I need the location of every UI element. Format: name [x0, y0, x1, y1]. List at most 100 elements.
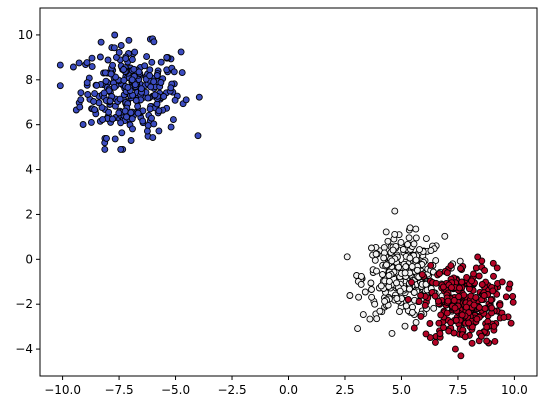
scatter-point-series-2 [357, 280, 365, 288]
scatter-point-series-3 [451, 304, 459, 312]
x-tick-label: 7.5 [448, 383, 467, 397]
scatter-point-series-1 [69, 63, 77, 71]
scatter-point-series-2 [343, 253, 351, 261]
scatter-point-series-2 [404, 240, 412, 248]
scatter-point-series-2 [376, 307, 384, 315]
scatter-point-series-1 [117, 42, 125, 49]
scatter-point-series-1 [141, 62, 149, 70]
scatter-point-series-2 [355, 293, 363, 301]
scatter-point-series-3 [507, 319, 515, 327]
scatter-point-series-1 [120, 66, 128, 73]
scatter-point-series-3 [472, 294, 480, 301]
scatter-point-series-1 [130, 65, 138, 73]
scatter-point-series-2 [401, 322, 409, 330]
scatter-point-series-2 [397, 238, 405, 246]
scatter-point-series-3 [434, 297, 442, 305]
scatter-point-series-2 [402, 302, 410, 310]
scatter-point-series-1 [146, 105, 154, 113]
y-tick-label: 0 [25, 252, 33, 266]
scatter-point-series-1 [155, 127, 163, 135]
scatter-point-series-1 [83, 59, 91, 67]
scatter-point-series-1 [167, 84, 175, 92]
scatter-point-series-3 [408, 278, 415, 286]
scatter-point-series-2 [380, 254, 388, 262]
scatter-point-series-3 [483, 323, 491, 331]
scatter-point-series-2 [361, 288, 369, 296]
scatter-point-series-3 [487, 296, 495, 304]
scatter-point-series-3 [458, 278, 466, 286]
scatter-point-series-1 [132, 97, 140, 104]
scatter-point-series-2 [391, 230, 399, 238]
scatter-point-series-3 [415, 298, 423, 305]
scatter-point-series-3 [490, 322, 498, 330]
scatter-point-series-2 [441, 232, 449, 240]
scatter-point-series-3 [431, 338, 439, 346]
scatter-point-series-2 [377, 282, 385, 290]
scatter-point-series-1 [177, 48, 185, 56]
scatter-point-series-3 [432, 279, 440, 287]
scatter-point-series-1 [76, 103, 84, 111]
scatter-point-series-3 [500, 313, 508, 321]
scatter-point-series-3 [491, 337, 499, 345]
scatter-point-series-1 [91, 90, 99, 98]
scatter-point-series-2 [383, 261, 390, 269]
scatter-point-series-1 [98, 104, 106, 112]
scatter-point-series-1 [121, 107, 129, 115]
scatter-point-series-1 [102, 77, 110, 85]
scatter-point-series-1 [148, 114, 155, 122]
scatter-point-series-1 [170, 68, 178, 76]
scatter-point-series-3 [427, 261, 435, 269]
scatter-point-series-3 [426, 334, 434, 342]
scatter-point-series-1 [169, 116, 177, 124]
scatter-point-series-1 [150, 120, 158, 128]
scatter-point-series-3 [418, 271, 426, 279]
scatter-point-series-1 [147, 83, 155, 91]
scatter-point-series-3 [478, 257, 486, 265]
scatter-point-series-1 [144, 122, 152, 130]
y-tick-label: 4 [25, 163, 33, 177]
scatter-point-series-2 [388, 257, 396, 265]
scatter-point-series-2 [373, 315, 381, 323]
scatter-point-series-3 [431, 292, 439, 300]
x-tick-label: −10.0 [44, 383, 81, 397]
scatter-point-series-3 [463, 273, 471, 281]
scatter-point-series-2 [384, 237, 392, 245]
y-tick-label: 2 [25, 207, 33, 221]
scatter-point-series-1 [110, 44, 118, 52]
scatter-point-series-3 [468, 277, 476, 285]
scatter-point-series-2 [399, 246, 407, 253]
scatter-point-series-1 [150, 38, 158, 46]
scatter-point-series-2 [413, 266, 421, 274]
scatter-point-series-2 [388, 329, 396, 337]
points-layer [56, 31, 517, 360]
x-tick-label: −5.0 [161, 383, 190, 397]
scatter-point-series-1 [194, 132, 202, 140]
scatter-point-series-2 [382, 228, 390, 236]
scatter-point-series-1 [123, 113, 130, 121]
scatter-point-series-1 [195, 93, 203, 101]
y-tick-label: 6 [25, 118, 33, 132]
scatter-point-series-1 [178, 69, 186, 77]
scatter-point-series-1 [83, 79, 91, 87]
scatter-point-series-1 [143, 53, 151, 61]
scatter-point-series-3 [452, 316, 460, 324]
scatter-point-series-1 [129, 125, 136, 133]
scatter-point-series-3 [436, 330, 444, 338]
scatter-point-series-2 [373, 267, 380, 275]
scatter-point-series-2 [412, 234, 420, 242]
y-tick-label: 10 [18, 28, 33, 42]
scatter-point-series-1 [120, 76, 128, 84]
scatter-point-series-3 [447, 319, 455, 327]
scatter-point-series-3 [493, 264, 501, 272]
scatter-point-series-1 [131, 48, 139, 56]
scatter-point-series-1 [134, 109, 142, 117]
scatter-point-series-3 [481, 267, 489, 274]
scatter-point-series-2 [368, 293, 376, 301]
scatter-point-series-3 [509, 298, 517, 306]
scatter-point-series-1 [124, 83, 132, 91]
scatter-point-series-1 [87, 118, 95, 126]
scatter-point-series-1 [151, 91, 159, 99]
scatter-point-series-1 [160, 93, 168, 100]
scatter-point-series-1 [117, 145, 125, 153]
